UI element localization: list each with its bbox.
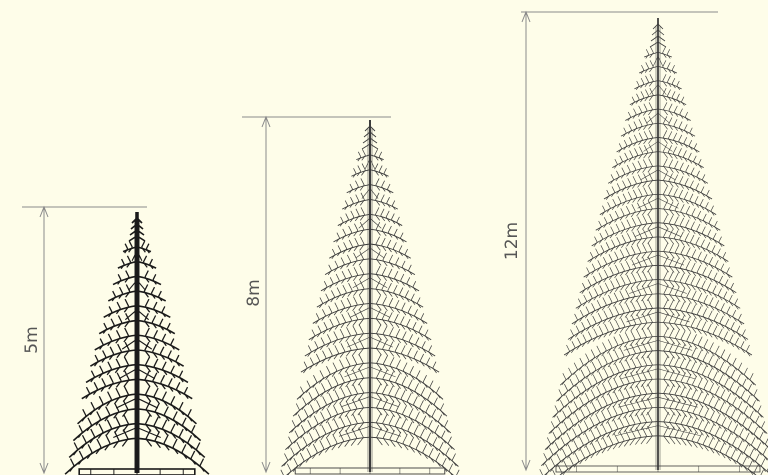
height-label-8m: 8m: [244, 279, 264, 307]
dimension-lines: [22, 10, 718, 475]
dimension-line-12m: [521, 10, 718, 472]
dimension-line-8m: [242, 115, 391, 474]
height-label-12m: 12m: [502, 221, 522, 261]
tree-8m: [280, 120, 460, 475]
tree-5m: [64, 212, 210, 475]
tree-12m: [539, 18, 768, 475]
height-label-5m: 5m: [22, 326, 42, 354]
dimension-line-5m: [22, 205, 147, 475]
